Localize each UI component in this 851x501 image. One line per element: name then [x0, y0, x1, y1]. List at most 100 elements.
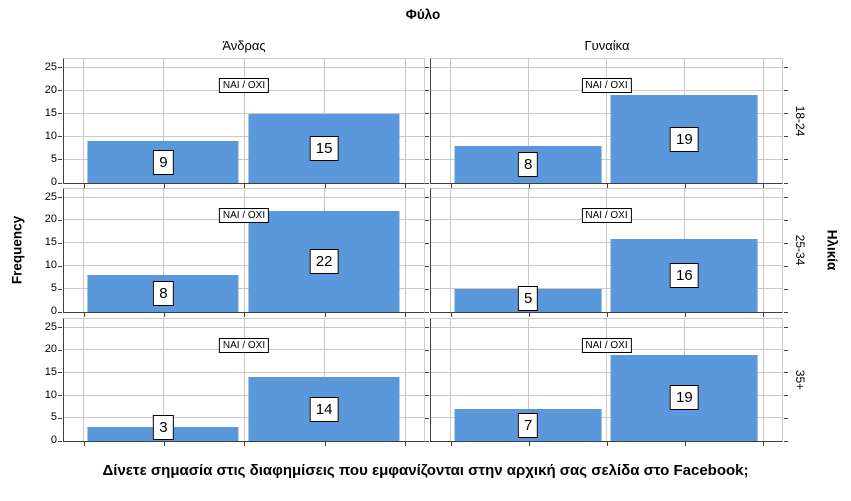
bar-value-label: 8 — [153, 281, 174, 307]
gridline-vertical — [450, 319, 451, 441]
gridline-vertical — [762, 59, 764, 183]
x-tick-mark — [244, 184, 246, 188]
bar-value-label: 16 — [670, 262, 699, 288]
x-tick-mark — [405, 442, 406, 446]
bar-value-label: 9 — [153, 149, 174, 175]
bar-value-label: 5 — [517, 286, 539, 311]
y-tick-mark — [58, 159, 62, 161]
y-tick-mark-right — [784, 327, 788, 328]
x-tick-mark — [528, 184, 530, 188]
facet-row-label-25-34: 25-34 — [793, 234, 807, 266]
y-tick-label: 25 — [44, 320, 57, 333]
y-tick-mark-right — [784, 242, 788, 244]
gridline-vertical — [163, 59, 165, 183]
panel-plot-area: 7 19 ΝΑΙ / ΟΧΙ — [431, 319, 782, 441]
bar-value-label: 22 — [309, 249, 339, 275]
facet-column-header-male: Άνδρας — [222, 38, 266, 53]
y-tick-mark-right — [784, 311, 788, 313]
y-tick-mark — [58, 90, 62, 92]
x-tick-mark — [684, 442, 686, 446]
y-tick-mark — [58, 219, 62, 221]
y-tick-mark — [425, 159, 429, 161]
facet-row-label-35plus: 35+ — [793, 369, 807, 391]
gridline-vertical — [404, 59, 406, 183]
gridline-vertical — [606, 319, 608, 441]
x-tick-mark — [528, 442, 530, 446]
y-tick-mark — [425, 288, 429, 290]
gridline-vertical — [243, 319, 245, 441]
facet-panel-4: 5 16 ΝΑΙ / ΟΧΙ — [430, 188, 783, 313]
x-tick-mark — [606, 313, 608, 317]
x-tick-mark — [450, 184, 452, 188]
y-tick-label: 5 — [50, 282, 57, 295]
gridline-vertical — [404, 319, 406, 441]
y-tick-mark-right — [784, 182, 788, 184]
x-tick-mark — [763, 184, 764, 188]
y-tick-mark-right — [784, 159, 788, 161]
y-tick-mark — [58, 327, 62, 328]
facet-row-label-18-24: 18-24 — [793, 105, 807, 137]
category-axis-label-box: ΝΑΙ / ΟΧΙ — [581, 338, 632, 353]
y-tick-mark — [58, 242, 62, 244]
y-tick-mark — [425, 67, 429, 68]
category-axis-label-box: ΝΑΙ / ΟΧΙ — [218, 338, 270, 353]
y-tick-label: 0 — [50, 434, 57, 446]
x-tick-mark — [763, 442, 764, 446]
gridline-vertical — [762, 319, 764, 441]
panel-plot-area: 9 15 ΝΑΙ / ΟΧΙ — [64, 59, 424, 183]
gridline-vertical — [163, 189, 165, 312]
bar-value-label: 15 — [309, 135, 339, 161]
gridline-vertical — [606, 59, 608, 183]
y-tick-mark — [425, 349, 429, 351]
row-axis-label: Ηλικία — [824, 229, 840, 271]
gridline-vertical — [528, 189, 530, 312]
y-tick-label: 10 — [44, 259, 57, 272]
gridline-vertical — [243, 189, 245, 312]
panel-plot-area: 8 19 ΝΑΙ / ΟΧΙ — [431, 59, 782, 183]
x-tick-mark — [83, 184, 85, 188]
bar-value-label: 19 — [670, 126, 699, 152]
y-tick-mark-right — [784, 372, 788, 374]
gridline-vertical — [762, 189, 764, 312]
x-tick-mark — [684, 313, 686, 317]
y-tick-mark — [425, 182, 429, 184]
gridline-vertical — [83, 319, 84, 441]
y-tick-mark — [425, 136, 429, 138]
y-tick-mark-right — [784, 197, 788, 198]
panel-plot-area: 5 16 ΝΑΙ / ΟΧΙ — [431, 189, 782, 312]
y-tick-mark-right — [784, 90, 788, 92]
y-tick-mark — [425, 395, 429, 397]
gridline-vertical — [404, 189, 406, 312]
x-tick-mark — [83, 313, 85, 317]
y-tick-mark — [425, 242, 429, 244]
y-tick-mark — [425, 90, 429, 92]
panel-plot-area: 3 14 ΝΑΙ / ΟΧΙ — [64, 319, 424, 441]
gridline-vertical — [163, 319, 165, 441]
facet-panel-3: 8 22 ΝΑΙ / ΟΧΙ — [63, 188, 425, 313]
y-tick-label: 10 — [44, 388, 57, 401]
y-tick-mark-right — [784, 219, 788, 221]
x-tick-mark — [244, 313, 246, 317]
y-tick-mark — [425, 113, 429, 115]
y-tick-mark — [425, 265, 429, 267]
x-tick-mark — [324, 442, 326, 446]
y-tick-mark — [58, 113, 62, 115]
y-tick-mark — [425, 219, 429, 221]
x-tick-mark — [763, 313, 764, 317]
y-tick-mark — [58, 395, 62, 397]
x-tick-mark — [606, 184, 608, 188]
y-tick-mark — [58, 440, 62, 442]
y-tick-mark-right — [784, 67, 788, 68]
x-tick-mark — [606, 442, 608, 446]
y-tick-label: 20 — [44, 343, 57, 356]
y-tick-mark — [425, 197, 429, 198]
x-tick-mark — [450, 442, 452, 446]
y-tick-mark — [58, 67, 62, 68]
gridline-vertical — [450, 189, 451, 312]
x-tick-mark — [244, 442, 246, 446]
y-tick-mark — [58, 417, 62, 419]
y-tick-label: 15 — [44, 236, 57, 249]
gridline-vertical — [528, 59, 530, 183]
y-tick-label: 15 — [44, 106, 57, 119]
